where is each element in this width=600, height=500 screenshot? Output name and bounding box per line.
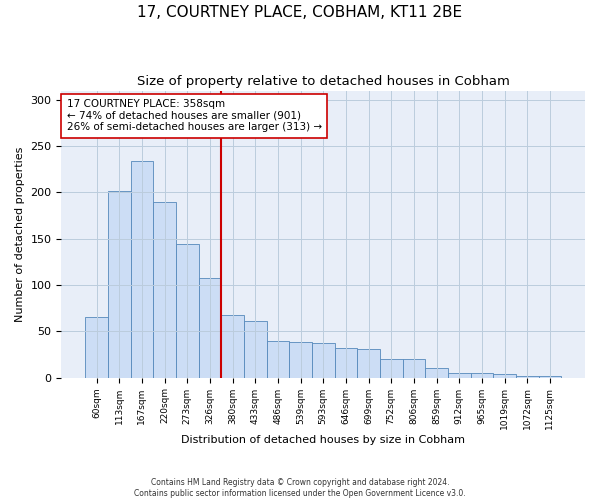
Text: 17 COURTNEY PLACE: 358sqm
← 74% of detached houses are smaller (901)
26% of semi: 17 COURTNEY PLACE: 358sqm ← 74% of detac…	[67, 99, 322, 132]
X-axis label: Distribution of detached houses by size in Cobham: Distribution of detached houses by size …	[181, 435, 465, 445]
Bar	[312, 344, 335, 378]
Bar	[221, 314, 244, 378]
Bar	[244, 321, 266, 378]
Bar	[403, 359, 425, 378]
Text: 17, COURTNEY PLACE, COBHAM, KT11 2BE: 17, COURTNEY PLACE, COBHAM, KT11 2BE	[137, 5, 463, 20]
Bar	[448, 373, 470, 378]
Title: Size of property relative to detached houses in Cobham: Size of property relative to detached ho…	[137, 75, 509, 88]
Bar	[539, 376, 561, 378]
Bar	[199, 278, 221, 378]
Bar	[131, 161, 153, 378]
Bar	[516, 376, 539, 378]
Bar	[470, 373, 493, 378]
Bar	[108, 192, 131, 378]
Bar	[266, 340, 289, 378]
Bar	[289, 342, 312, 378]
Bar	[176, 244, 199, 378]
Bar	[335, 348, 357, 378]
Bar	[493, 374, 516, 378]
Bar	[425, 368, 448, 378]
Bar	[85, 318, 108, 378]
Y-axis label: Number of detached properties: Number of detached properties	[15, 146, 25, 322]
Text: Contains HM Land Registry data © Crown copyright and database right 2024.
Contai: Contains HM Land Registry data © Crown c…	[134, 478, 466, 498]
Bar	[380, 359, 403, 378]
Bar	[357, 349, 380, 378]
Bar	[153, 202, 176, 378]
